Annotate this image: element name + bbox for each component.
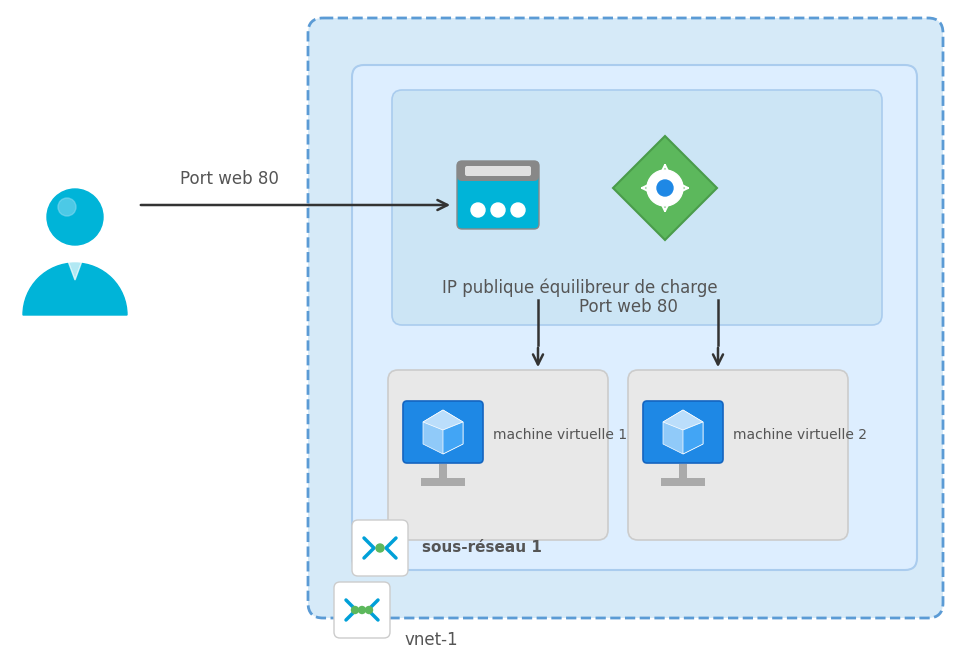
FancyBboxPatch shape (388, 370, 608, 540)
FancyBboxPatch shape (457, 161, 539, 229)
Polygon shape (613, 136, 717, 240)
Text: machine virtuelle 1: machine virtuelle 1 (493, 428, 627, 442)
FancyBboxPatch shape (439, 464, 447, 478)
Circle shape (376, 544, 384, 552)
Polygon shape (423, 410, 463, 454)
Circle shape (491, 203, 505, 217)
FancyBboxPatch shape (661, 478, 705, 486)
FancyBboxPatch shape (334, 582, 390, 638)
FancyBboxPatch shape (392, 90, 882, 325)
Circle shape (58, 198, 76, 216)
Polygon shape (663, 410, 703, 454)
FancyBboxPatch shape (628, 370, 848, 540)
Text: vnet-1: vnet-1 (405, 631, 458, 649)
Polygon shape (663, 410, 703, 430)
Wedge shape (23, 263, 127, 315)
FancyBboxPatch shape (457, 161, 539, 181)
Text: machine virtuelle 2: machine virtuelle 2 (733, 428, 867, 442)
Text: sous-réseau 1: sous-réseau 1 (422, 541, 542, 555)
Circle shape (511, 203, 525, 217)
Polygon shape (423, 410, 463, 430)
Circle shape (647, 170, 683, 206)
Circle shape (359, 607, 365, 613)
Text: IP publique équilibreur de charge: IP publique équilibreur de charge (442, 278, 718, 296)
FancyBboxPatch shape (352, 520, 408, 576)
Circle shape (47, 189, 103, 245)
Circle shape (365, 607, 372, 613)
Circle shape (352, 607, 359, 613)
FancyBboxPatch shape (679, 464, 687, 478)
Circle shape (471, 203, 485, 217)
FancyBboxPatch shape (308, 18, 943, 618)
Text: Port web 80: Port web 80 (578, 298, 677, 316)
FancyBboxPatch shape (352, 65, 917, 570)
Polygon shape (65, 253, 85, 280)
Polygon shape (443, 422, 463, 454)
FancyBboxPatch shape (403, 401, 483, 463)
Polygon shape (683, 422, 703, 454)
FancyBboxPatch shape (643, 401, 723, 463)
FancyBboxPatch shape (421, 478, 465, 486)
Circle shape (657, 180, 673, 196)
Text: Port web 80: Port web 80 (180, 170, 279, 188)
FancyBboxPatch shape (465, 166, 531, 176)
